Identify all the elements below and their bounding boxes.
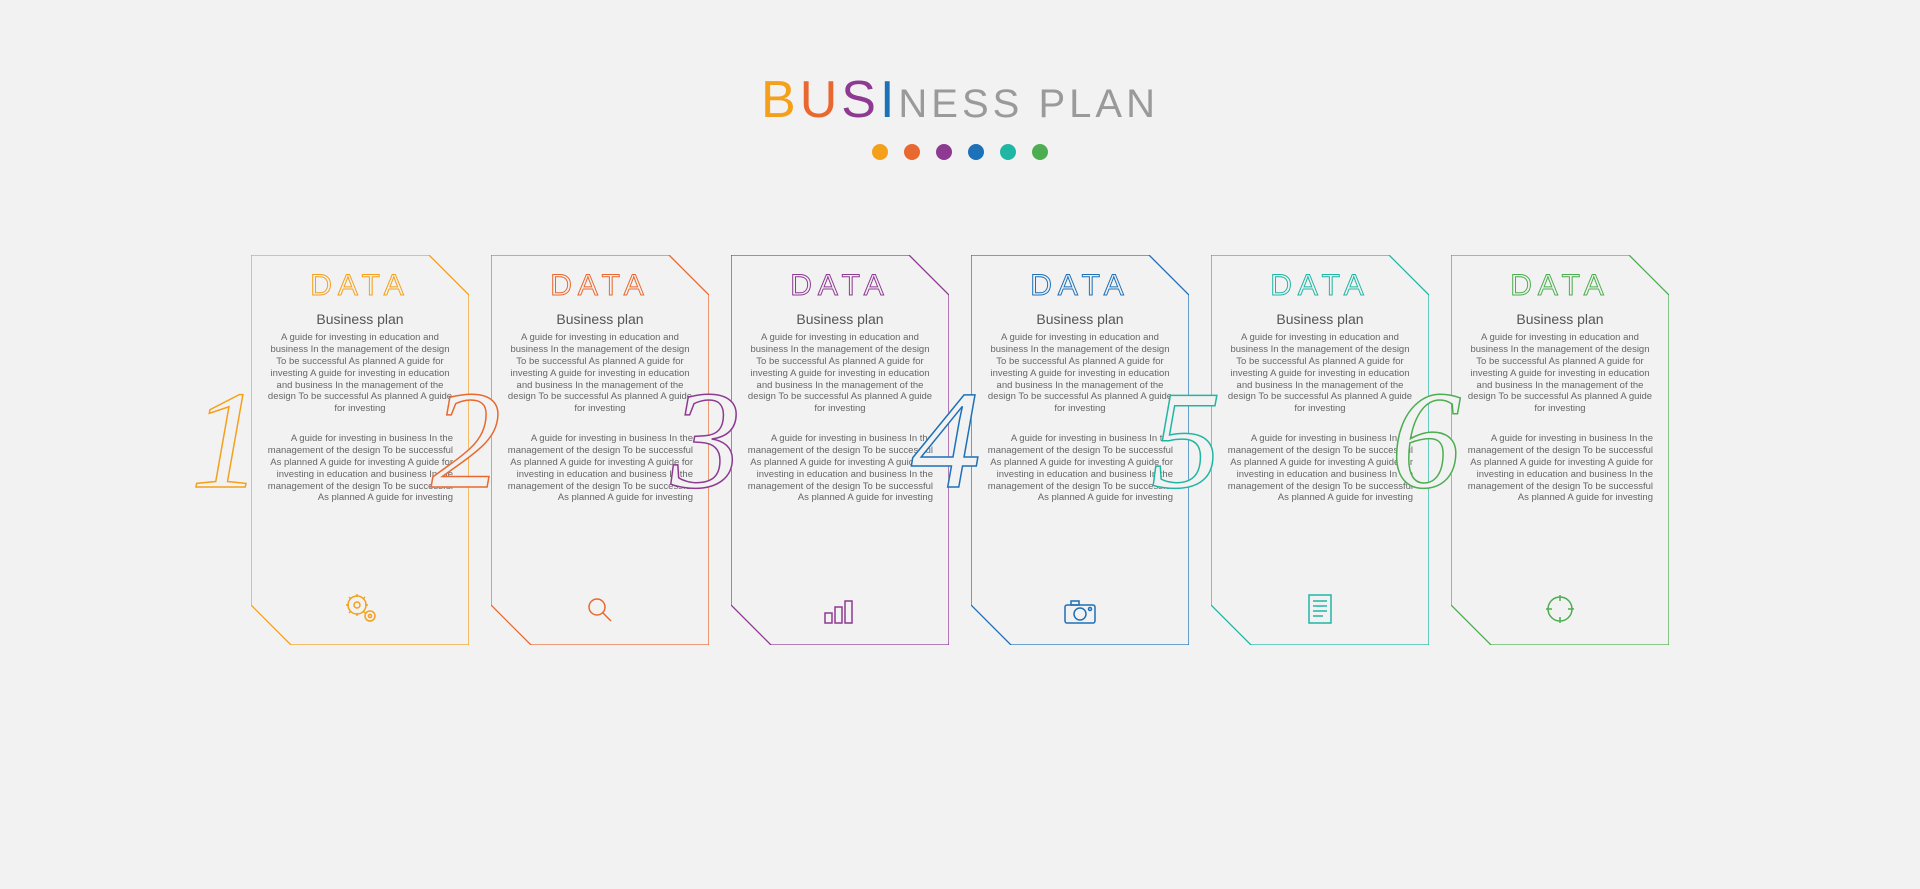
card-body-1: A guide for investing in education and b… (1467, 332, 1653, 415)
title-block: BUSINESS PLAN (0, 70, 1920, 165)
card-icon-slot (1451, 593, 1669, 625)
card-body-1: A guide for investing in education and b… (267, 332, 453, 415)
cards-row: DATA Business plan A guide for investing i… (0, 255, 1920, 645)
color-dot-4 (1000, 144, 1016, 160)
card-title: Business plan (1451, 311, 1669, 327)
title-char-3: I (880, 70, 898, 130)
card-data-label: DATA (491, 269, 709, 303)
magnifier-icon (585, 595, 615, 625)
card-title: Business plan (1211, 311, 1429, 327)
color-dot-0 (872, 144, 888, 160)
card-body-1: A guide for investing in education and b… (1227, 332, 1413, 415)
card-number: 6 (1391, 371, 1461, 511)
card-body-2: A guide for investing in business In the… (1227, 433, 1413, 504)
dot-row (0, 144, 1920, 165)
card-icon-slot (491, 595, 709, 625)
card-body-2: A guide for investing in business In the… (987, 433, 1173, 504)
card-data-label: DATA (1451, 269, 1669, 303)
card-data-label: DATA (971, 269, 1189, 303)
card-data-label: DATA (1211, 269, 1429, 303)
card-icon-slot (251, 591, 469, 625)
color-dot-1 (904, 144, 920, 160)
target-icon (1544, 593, 1576, 625)
card-icon-slot (731, 597, 949, 625)
card-body-2: A guide for investing in business In the… (1467, 433, 1653, 504)
title-char-1: U (800, 70, 842, 130)
card-number: 5 (1151, 371, 1221, 511)
page-title: BUSINESS PLAN (761, 70, 1159, 130)
card-6: DATA Business plan A guide for investing i… (1451, 255, 1669, 645)
card-number: 2 (431, 371, 501, 511)
card-title: Business plan (491, 311, 709, 327)
card-number: 1 (191, 371, 261, 511)
card-title: Business plan (251, 311, 469, 327)
card-number: 4 (911, 371, 981, 511)
card-icon-slot (1211, 593, 1429, 625)
title-char-2: S (841, 70, 880, 130)
infographic-page: BUSINESS PLAN DATA Business plan A guide f… (0, 0, 1920, 889)
card-data-label: DATA (731, 269, 949, 303)
card-title: Business plan (731, 311, 949, 327)
card-title: Business plan (971, 311, 1189, 327)
title-char-0: B (761, 70, 800, 130)
gear-icon (343, 591, 377, 625)
document-icon (1307, 593, 1333, 625)
card-icon-slot (971, 599, 1189, 625)
card-body-2: A guide for investing in business In the… (507, 433, 693, 504)
card-body-1: A guide for investing in education and b… (747, 332, 933, 415)
card-body-2: A guide for investing in business In the… (747, 433, 933, 504)
camera-icon (1063, 599, 1097, 625)
color-dot-3 (968, 144, 984, 160)
card-body-1: A guide for investing in education and b… (507, 332, 693, 415)
bars-icon (823, 597, 857, 625)
card-number: 3 (671, 371, 741, 511)
color-dot-2 (936, 144, 952, 160)
card-data-label: DATA (251, 269, 469, 303)
color-dot-5 (1032, 144, 1048, 160)
card-body-2: A guide for investing in business In the… (267, 433, 453, 504)
card-body-1: A guide for investing in education and b… (987, 332, 1173, 415)
title-rest: NESS PLAN (898, 82, 1159, 127)
